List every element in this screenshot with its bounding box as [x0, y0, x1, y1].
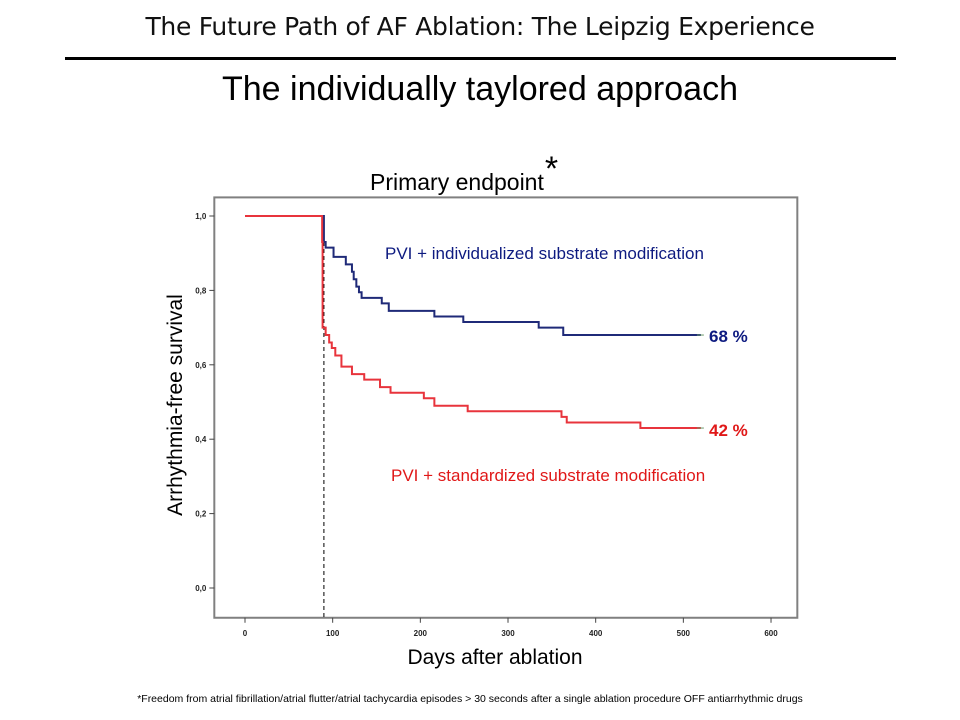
x-tick-label: 400 — [589, 629, 603, 638]
series-label-individualized: PVI + individualized substrate modificat… — [385, 244, 704, 263]
slide-title: The Future Path of AF Ablation: The Leip… — [145, 12, 815, 41]
x-tick-label: 300 — [501, 629, 515, 638]
series-line-individualized — [245, 215, 701, 337]
chart-title-asterisk: * — [544, 150, 559, 188]
end-label-individualized: 68 % — [709, 327, 748, 346]
plot-frame — [213, 196, 799, 619]
chart-title-text: Primary endpoint — [370, 169, 544, 195]
y-tick-label: 1,0 — [195, 212, 207, 221]
end-label-standardized: 42 % — [709, 421, 748, 440]
x-tick-label: 0 — [243, 629, 248, 638]
title-divider — [65, 57, 896, 60]
series-line-standardized — [245, 215, 701, 430]
slide-subtitle: The individually taylored approach — [222, 70, 738, 108]
footnote: *Freedom from atrial fibrillation/atrial… — [137, 693, 803, 705]
y-tick-label: 0,4 — [195, 435, 207, 444]
y-tick-label: 0,6 — [195, 361, 207, 370]
x-tick-label: 200 — [414, 629, 428, 638]
y-tick-label: 0,2 — [195, 510, 207, 519]
x-tick-label: 100 — [326, 629, 340, 638]
y-tick-label: 0,0 — [195, 584, 207, 593]
chart-title: Primary endpoint* — [370, 150, 558, 199]
x-tick-label: 600 — [764, 629, 778, 638]
y-axis: 0,0 0,2 0,4 0,6 0,8 1,0 — [195, 212, 215, 593]
series-group — [245, 215, 704, 430]
series-label-standardized: PVI + standardized substrate modificatio… — [391, 466, 706, 485]
x-axis-label: Days after ablation — [407, 646, 583, 669]
y-axis-label: Arrhythmia-free survival — [164, 294, 187, 516]
y-tick-label: 0,8 — [195, 286, 207, 295]
x-axis: 0 100 200 300 400 500 600 — [243, 617, 778, 638]
x-tick-label: 500 — [677, 629, 691, 638]
